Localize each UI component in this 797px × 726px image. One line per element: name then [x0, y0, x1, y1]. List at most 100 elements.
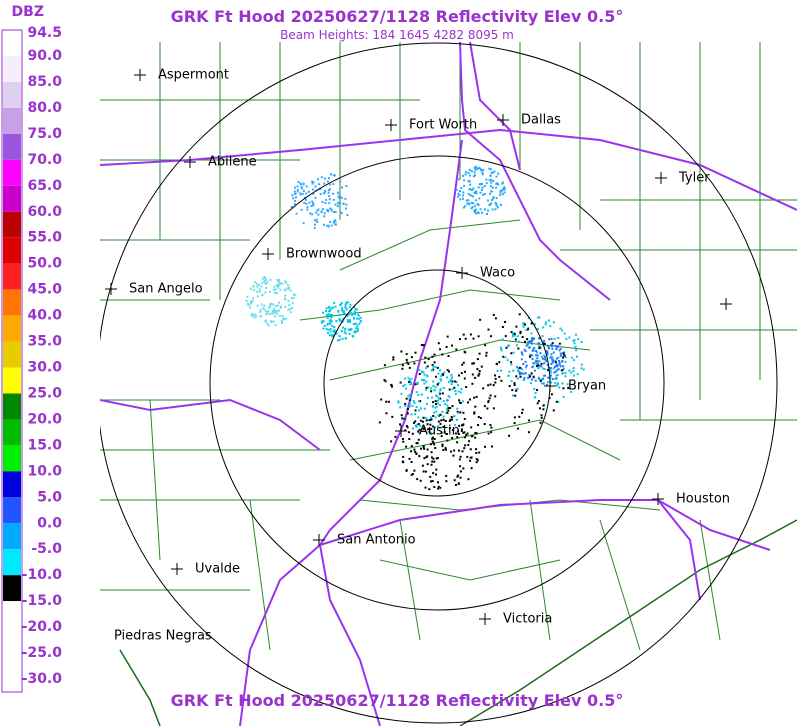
echo: [502, 187, 505, 190]
echo: [487, 401, 490, 404]
echo: [468, 440, 471, 443]
legend-label: 85.0: [27, 74, 62, 90]
city-marker: [497, 114, 509, 126]
echo: [419, 424, 421, 427]
echo: [278, 301, 281, 304]
echo: [431, 363, 434, 366]
echo: [357, 313, 360, 316]
echo: [385, 400, 388, 403]
echo: [355, 327, 358, 330]
echo: [552, 359, 555, 362]
echo: [326, 331, 329, 334]
echo: [322, 320, 325, 323]
echo: [423, 426, 426, 429]
city-marker: [720, 298, 732, 310]
echo: [380, 398, 383, 401]
echo: [516, 387, 519, 390]
echo: [411, 473, 414, 475]
echo: [431, 436, 434, 439]
echo: [332, 183, 335, 186]
echo: [460, 372, 463, 375]
echo: [436, 399, 439, 402]
echo: [524, 323, 526, 326]
echo: [559, 365, 562, 368]
echo: [413, 402, 416, 404]
echo: [287, 284, 290, 286]
echo: [442, 373, 445, 376]
echo: [552, 409, 555, 412]
echo: [421, 370, 424, 373]
echo: [405, 445, 408, 448]
echo: [551, 345, 553, 348]
echo: [471, 189, 474, 191]
echo: [515, 375, 518, 378]
echo: [454, 424, 457, 427]
echo: [356, 325, 359, 327]
echo: [274, 288, 277, 291]
echo: [456, 436, 459, 439]
echo: [545, 350, 548, 353]
echo: [495, 186, 498, 189]
echo: [437, 381, 440, 384]
echo: [517, 367, 520, 370]
echo: [511, 389, 514, 392]
echo: [494, 208, 497, 211]
echo: [423, 407, 426, 410]
echo: [499, 193, 502, 196]
echo: [430, 428, 433, 431]
echo: [458, 399, 461, 402]
legend-label: 35.0: [27, 334, 62, 350]
echo: [458, 374, 460, 377]
echo: [572, 374, 575, 377]
legend-label: 55.0: [27, 230, 62, 246]
echo: [318, 183, 320, 186]
echo: [311, 213, 314, 216]
echo: [345, 308, 348, 311]
echo: [439, 369, 441, 372]
legend-label: 75.0: [27, 126, 62, 142]
echo: [341, 320, 344, 323]
echo: [419, 479, 422, 482]
echo: [515, 389, 518, 392]
echo: [490, 172, 493, 175]
echo: [543, 362, 546, 365]
echo: [539, 421, 542, 424]
city-marker: [184, 156, 196, 168]
echo: [449, 407, 452, 409]
echo: [552, 351, 555, 354]
echo: [436, 366, 439, 369]
echo: [415, 425, 418, 428]
echo: [284, 289, 287, 292]
echo: [491, 198, 493, 201]
echo: [439, 413, 442, 416]
echo: [425, 374, 428, 377]
echo: [437, 420, 440, 423]
echo: [518, 415, 521, 418]
echo: [457, 433, 460, 435]
echo: [511, 335, 514, 338]
echo: [519, 375, 522, 378]
echo: [456, 475, 459, 478]
legend-swatch: [3, 523, 21, 550]
echo: [475, 448, 478, 451]
legend: DBZ 94.5 90.0 85.0 80.0 75.0 70.0 65.0 60.0 55.0…: [1, 4, 62, 693]
echo: [513, 384, 516, 386]
echo: [333, 223, 336, 226]
echo: [407, 431, 410, 434]
echo: [406, 412, 409, 415]
echo: [343, 331, 346, 334]
echo: [572, 367, 575, 369]
echo: [487, 209, 490, 212]
echo: [554, 377, 557, 380]
echo: [337, 195, 340, 198]
echo: [568, 369, 571, 372]
echo: [540, 414, 543, 417]
echo: [437, 342, 440, 345]
echo: [336, 191, 339, 194]
echo: [405, 425, 408, 427]
echo: [545, 360, 548, 363]
echo: [355, 322, 358, 325]
echo: [479, 318, 482, 321]
echo: [501, 189, 504, 192]
echo: [475, 208, 477, 211]
